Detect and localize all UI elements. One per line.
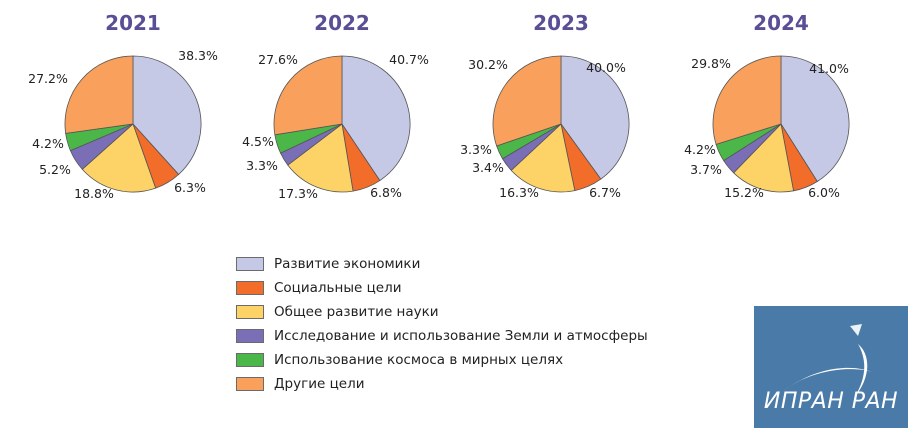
slice-label-2023-4: 3.3% xyxy=(460,142,492,157)
legend-swatch xyxy=(236,353,264,367)
slice-label-2023-0: 40.0% xyxy=(586,60,626,75)
pie-slice-2023-0 xyxy=(560,55,630,180)
year-title-2021: 2021 xyxy=(105,11,161,35)
slice-label-2024-1: 6.0% xyxy=(808,185,840,200)
legend-swatch xyxy=(236,329,264,343)
logo-text: ИПРАН РАН xyxy=(763,389,899,414)
pie-slice-2023-2 xyxy=(510,123,576,193)
slice-label-2022-1: 6.8% xyxy=(370,185,402,200)
legend-label: Развитие экономики xyxy=(274,256,421,272)
slice-label-2022-5: 27.6% xyxy=(258,52,298,67)
legend-label: Использование космоса в мирных целях xyxy=(274,352,564,368)
slice-label-2024-5: 29.8% xyxy=(691,56,731,71)
legend-item: Использование космоса в мирных целях xyxy=(236,348,648,372)
legend-label: Социальные цели xyxy=(274,280,402,296)
year-title-2022: 2022 xyxy=(314,11,370,35)
pie-charts: 2021 38.3% 6.3% 18.8%5.2% 4.2% 27.2% 2022 40.7%… xyxy=(28,11,850,201)
logo-swoosh-icon xyxy=(782,324,872,398)
year-title-2024: 2024 xyxy=(753,11,809,35)
pie-slice-2024-5 xyxy=(712,55,782,145)
pie-slice-2024-2 xyxy=(733,123,795,193)
pie-slice-2021-0 xyxy=(132,55,202,176)
slice-label-2022-0: 40.7% xyxy=(389,52,429,67)
slice-label-2024-3: 3.7% xyxy=(690,162,722,177)
legend-swatch xyxy=(236,281,264,295)
pie-slice-2024-0 xyxy=(780,55,850,183)
legend-label: Другие цели xyxy=(274,376,365,392)
legend-item: Другие цели xyxy=(236,372,648,396)
legend-swatch xyxy=(236,305,264,319)
legend-label: Общее развитие науки xyxy=(274,304,439,320)
slice-label-2021-1: 6.3% xyxy=(174,180,206,195)
pie-slice-2021-5 xyxy=(64,55,134,134)
legend: Развитие экономики Социальные цели Общее р… xyxy=(236,252,648,396)
slice-label-2024-0: 41.0% xyxy=(809,61,849,76)
legend-label: Исследование и использование Земли и атм… xyxy=(274,328,648,344)
pie-slice-2022-5 xyxy=(273,55,343,136)
slice-label-2023-5: 30.2% xyxy=(468,57,508,72)
slice-label-2023-2: 16.3% xyxy=(499,185,539,200)
pie-slice-2023-5 xyxy=(492,55,562,147)
slice-label-2022-3: 3.3% xyxy=(246,158,278,173)
slice-label-2021-3: 5.2% xyxy=(39,162,71,177)
slice-label-2024-2: 15.2% xyxy=(724,185,764,200)
legend-item: Развитие экономики xyxy=(236,252,648,276)
slice-label-2022-2: 17.3% xyxy=(278,186,318,201)
pie-slice-2022-2 xyxy=(287,123,354,193)
year-title-2023: 2023 xyxy=(533,11,589,35)
legend-item: Общее развитие науки xyxy=(236,300,648,324)
legend-item: Исследование и использование Земли и атм… xyxy=(236,324,648,348)
slice-label-2024-4: 4.2% xyxy=(684,142,716,157)
slice-label-2021-2: 18.8% xyxy=(74,186,114,201)
slice-label-2021-4: 4.2% xyxy=(32,136,64,151)
legend-item: Социальные цели xyxy=(236,276,648,300)
slice-label-2023-3: 3.4% xyxy=(472,160,504,175)
legend-swatch xyxy=(236,257,264,271)
slice-label-2021-0: 38.3% xyxy=(178,48,218,63)
slice-label-2022-4: 4.5% xyxy=(242,134,274,149)
legend-swatch xyxy=(236,377,264,391)
logo-ipran-ran: ИПРАН РАН xyxy=(754,306,908,428)
pie-slice-2021-2 xyxy=(81,123,157,193)
slice-label-2023-1: 6.7% xyxy=(589,185,621,200)
slice-label-2021-5: 27.2% xyxy=(28,71,68,86)
